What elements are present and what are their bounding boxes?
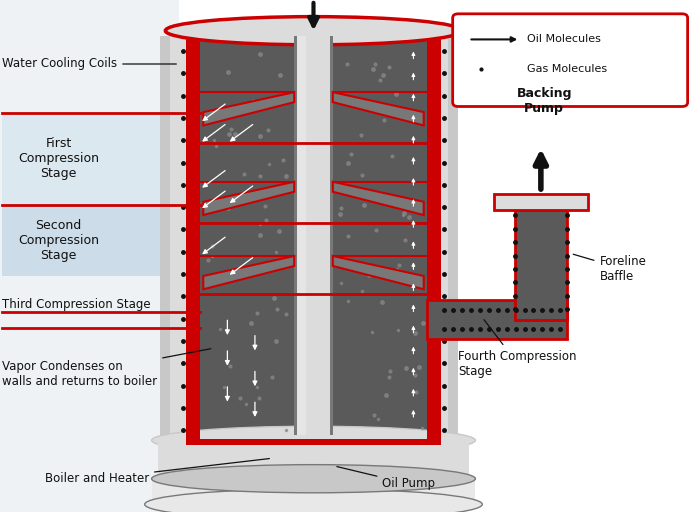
Text: First
Compression
Stage: First Compression Stage — [18, 137, 99, 180]
Text: Boiler and Heater: Boiler and Heater — [45, 459, 269, 485]
Bar — [186, 28, 441, 41]
Bar — [294, 36, 333, 435]
Bar — [160, 36, 170, 445]
Ellipse shape — [152, 465, 475, 493]
Polygon shape — [203, 92, 294, 125]
Bar — [427, 36, 441, 445]
Bar — [330, 36, 333, 435]
Bar — [0, 0, 179, 512]
Text: Third Compression Stage: Third Compression Stage — [2, 298, 151, 311]
Text: Backing
Pump: Backing Pump — [517, 87, 572, 115]
Bar — [186, 439, 441, 445]
FancyBboxPatch shape — [453, 14, 688, 106]
Bar — [152, 476, 475, 504]
Polygon shape — [333, 182, 424, 215]
Text: Water Cooling Coils: Water Cooling Coils — [2, 57, 176, 71]
Polygon shape — [333, 92, 424, 125]
Polygon shape — [333, 256, 424, 289]
Text: Oil Pump: Oil Pump — [337, 466, 435, 490]
Bar — [169, 36, 186, 445]
Bar — [158, 438, 469, 479]
Ellipse shape — [145, 489, 482, 512]
Bar — [186, 36, 441, 445]
Text: Gas Molecules: Gas Molecules — [527, 64, 607, 74]
Bar — [515, 205, 567, 319]
Text: Oil Molecules: Oil Molecules — [527, 34, 601, 45]
Bar — [2, 205, 171, 276]
Bar — [294, 36, 297, 435]
Polygon shape — [203, 256, 294, 289]
Bar — [296, 36, 306, 435]
Bar — [2, 113, 171, 205]
Ellipse shape — [165, 16, 462, 45]
Polygon shape — [203, 182, 294, 215]
Text: Foreline
Baffle: Foreline Baffle — [573, 254, 646, 283]
Text: Vapor Condenses on
walls and returns to boiler: Vapor Condenses on walls and returns to … — [2, 349, 211, 388]
Text: Second
Compression
Stage: Second Compression Stage — [18, 219, 99, 262]
Bar — [494, 194, 588, 210]
Ellipse shape — [152, 426, 475, 455]
Text: Fourth Compression
Stage: Fourth Compression Stage — [458, 319, 577, 377]
Bar — [427, 301, 567, 339]
Bar — [441, 36, 458, 445]
Bar — [186, 36, 200, 445]
Bar — [448, 36, 458, 445]
